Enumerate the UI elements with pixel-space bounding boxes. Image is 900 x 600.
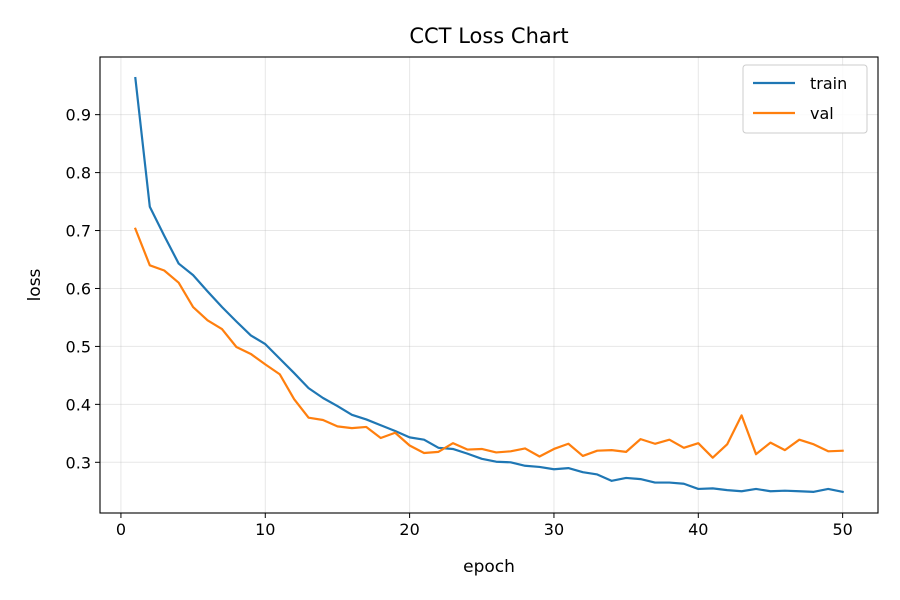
y-tick-label: 0.7	[66, 222, 91, 241]
y-tick-label: 0.6	[66, 279, 91, 298]
x-tick-label: 30	[544, 520, 564, 539]
series-lines	[133, 76, 844, 494]
y-tick-label: 0.9	[66, 106, 91, 125]
y-tick-label: 0.8	[66, 164, 91, 183]
x-axis-ticks: 0 10 20 30 40 50	[116, 513, 853, 539]
x-tick-label: 10	[255, 520, 275, 539]
y-tick-label: 0.4	[66, 395, 91, 414]
legend-label-train: train	[810, 74, 847, 93]
legend-frame	[742, 64, 868, 134]
grid	[100, 57, 878, 513]
y-tick-label: 0.5	[66, 337, 91, 356]
legend-label-val: val	[810, 104, 834, 123]
y-tick-label: 0.3	[66, 453, 91, 472]
chart-title: CCT Loss Chart	[409, 24, 568, 48]
plot-frame	[99, 56, 879, 514]
y-axis-ticks: 0.3 0.4 0.5 0.6 0.7 0.8 0.9	[66, 106, 100, 472]
x-tick-label: 0	[116, 520, 126, 539]
x-tick-label: 20	[399, 520, 419, 539]
x-axis-title: epoch	[463, 557, 515, 577]
y-axis-title: loss	[25, 268, 45, 301]
x-tick-label: 40	[688, 520, 708, 539]
series-line-val	[133, 227, 844, 459]
x-tick-label: 50	[832, 520, 852, 539]
series-line-train	[134, 76, 844, 494]
legend: train val	[742, 64, 868, 134]
